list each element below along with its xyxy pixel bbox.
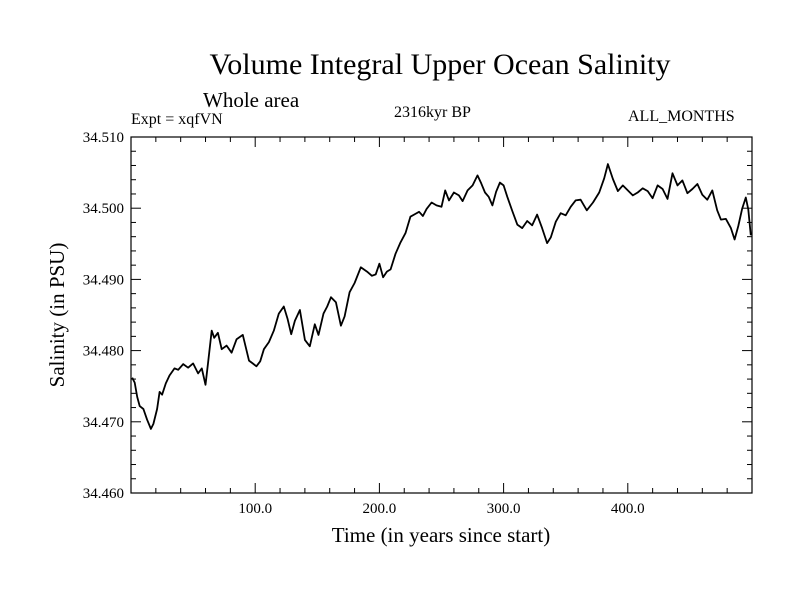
x-tick-label: 100.0 — [238, 501, 272, 517]
chart-title: Volume Integral Upper Ocean Salinity — [209, 48, 671, 81]
salinity-series-line — [131, 163, 752, 430]
x-tick-label: 300.0 — [487, 501, 521, 517]
y-tick-label: 34.460 — [83, 486, 124, 502]
expt-label: Expt = xqfVN — [131, 111, 223, 128]
period-label: 2316kyr BP — [394, 104, 471, 121]
y-tick-label: 34.480 — [83, 344, 124, 360]
y-tick-label: 34.500 — [83, 201, 124, 217]
months-label: ALL_MONTHS — [628, 108, 735, 125]
y-tick-label: 34.510 — [83, 130, 124, 146]
x-tick-label: 200.0 — [363, 501, 397, 517]
y-tick-label: 34.470 — [83, 415, 124, 431]
plot-frame — [130, 136, 753, 494]
x-axis-label: Time (in years since start) — [332, 523, 551, 547]
chart-subtitle: Whole area — [203, 88, 300, 112]
x-tick-label: 400.0 — [611, 501, 645, 517]
y-axis-label: Salinity (in PSU) — [45, 243, 69, 388]
y-tick-label: 34.490 — [83, 272, 124, 288]
